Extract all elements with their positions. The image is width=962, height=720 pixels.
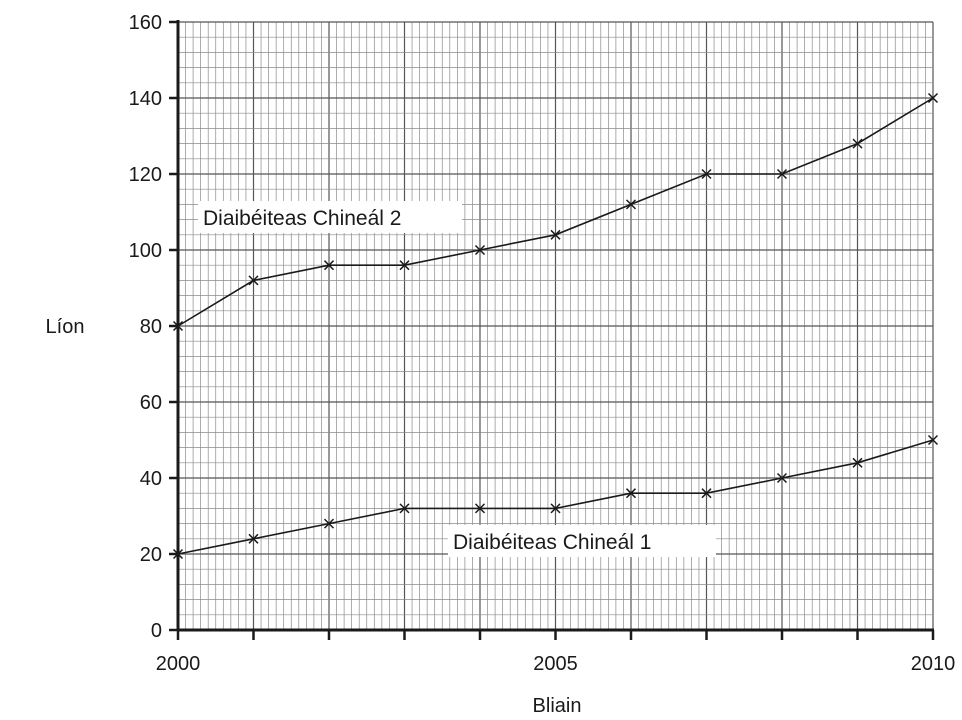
series-1-point xyxy=(399,260,410,271)
y-axis-label: Líon xyxy=(46,316,85,338)
series-label-1: Diaibéiteas Chineál 2 xyxy=(203,207,401,230)
series-1-point xyxy=(172,320,184,332)
series-2-point xyxy=(550,503,561,514)
y-tick-label: 160 xyxy=(129,12,162,34)
y-tick-label: 60 xyxy=(140,392,162,414)
series-2-point xyxy=(248,533,259,544)
series-label-background xyxy=(448,525,716,557)
series-label-background xyxy=(198,201,462,233)
grid xyxy=(177,21,934,631)
y-tick-label: 100 xyxy=(129,240,162,262)
series-2-point xyxy=(852,457,863,468)
series-label-2: Diaibéiteas Chineál 1 xyxy=(453,531,651,554)
series-2-point xyxy=(323,518,335,529)
y-tick-label: 120 xyxy=(129,164,162,186)
y-tick-label: 40 xyxy=(140,468,162,490)
series-layer xyxy=(172,92,939,560)
series-2-point xyxy=(927,434,939,446)
series-2-point xyxy=(701,488,712,499)
labels-layer: 0 20 40 60 80 100 120 140 160 2000 2005 2010 Diaibéi… xyxy=(129,12,956,675)
series-2-point xyxy=(776,472,788,484)
series-1-point xyxy=(474,244,486,256)
series-1-point xyxy=(323,260,335,271)
series-1-point xyxy=(852,138,863,149)
x-tick-label: 2000 xyxy=(156,653,201,675)
series-1-point xyxy=(550,229,561,240)
x-tick-label: 2010 xyxy=(911,653,956,675)
y-tick-label: 0 xyxy=(151,620,162,642)
x-axis-label: Bliain xyxy=(533,695,582,717)
series-2-point xyxy=(399,503,410,514)
series-2-point xyxy=(474,503,486,514)
y-tick-label: 20 xyxy=(140,544,162,566)
y-tick-label: 140 xyxy=(129,88,162,110)
series-1-point xyxy=(248,275,259,286)
series-1-point xyxy=(701,168,712,180)
series-1-point xyxy=(927,92,939,104)
series-1-point xyxy=(776,168,788,180)
series-2-point xyxy=(172,548,184,560)
series-1-point xyxy=(625,199,637,210)
x-tick-label: 2005 xyxy=(533,653,578,675)
series-2-point xyxy=(625,488,637,499)
y-tick-label: 80 xyxy=(140,316,162,338)
